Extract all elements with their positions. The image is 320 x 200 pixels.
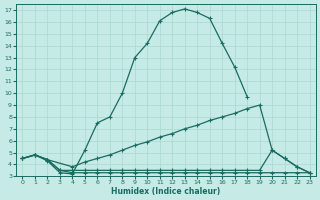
X-axis label: Humidex (Indice chaleur): Humidex (Indice chaleur) <box>111 187 221 196</box>
